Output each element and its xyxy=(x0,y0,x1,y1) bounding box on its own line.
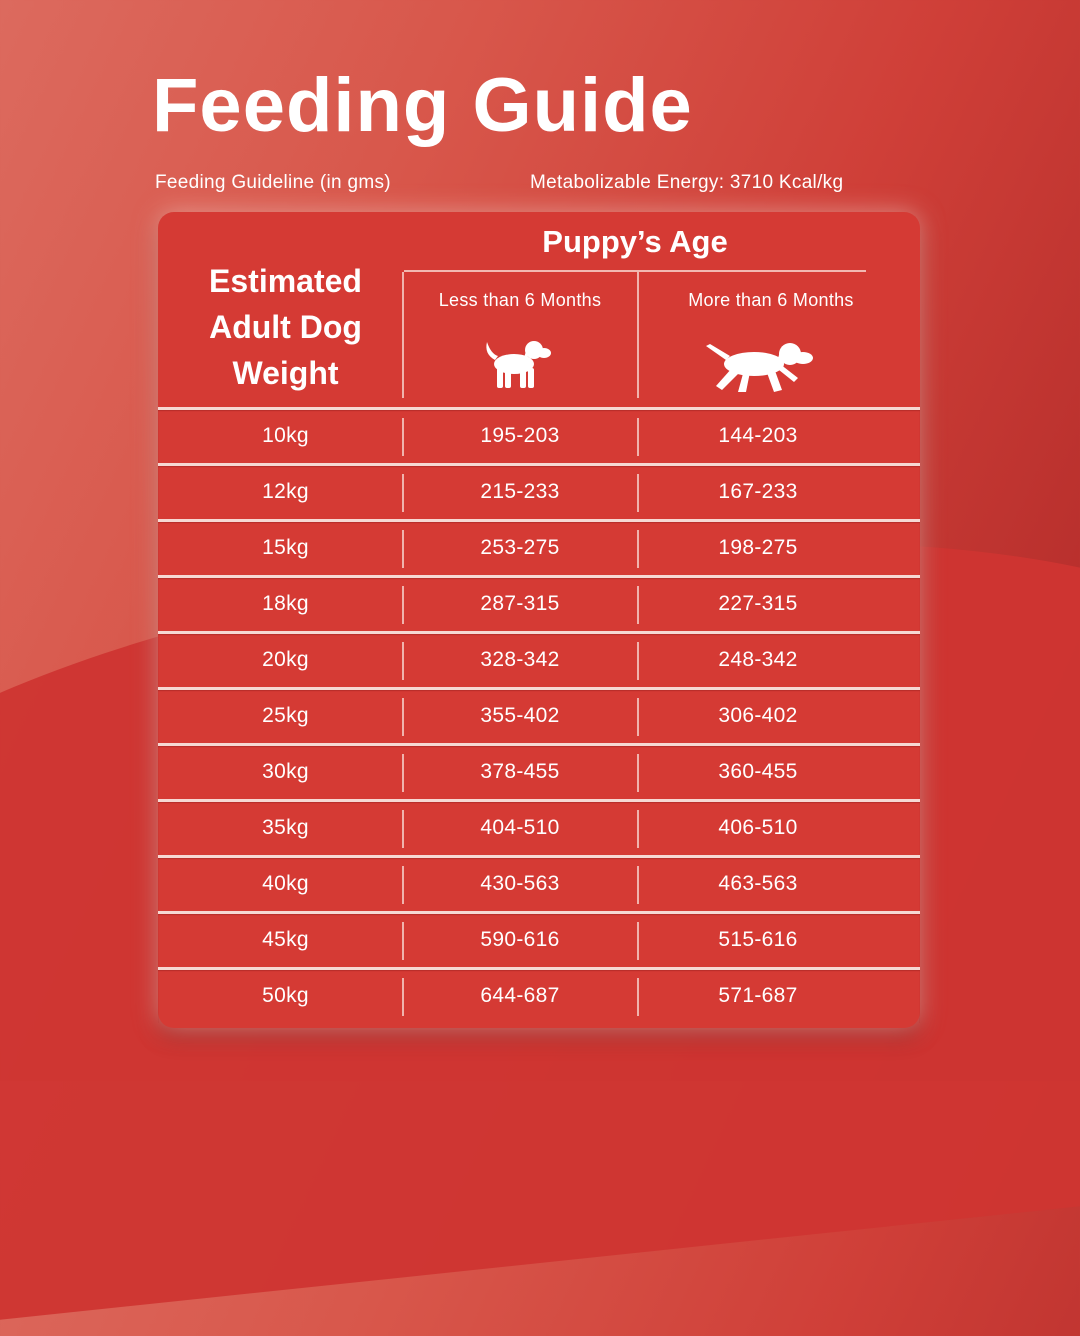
feeding-guideline-label: Feeding Guideline (in gms) xyxy=(155,172,391,193)
less-than-6-months-cell: 328-342 xyxy=(480,648,560,671)
weight-cell: 35kg xyxy=(262,816,309,839)
less-than-6-months-cell: 378-455 xyxy=(480,760,560,783)
column-divider xyxy=(402,586,404,624)
weight-cell: 10kg xyxy=(262,424,309,447)
more-than-6-months-cell: 463-563 xyxy=(718,872,798,895)
page-title: Feeding Guide xyxy=(152,63,693,148)
more-than-6-months-cell: 515-616 xyxy=(718,928,798,951)
more-than-6-months-cell: 144-203 xyxy=(718,424,798,447)
column-divider xyxy=(402,418,404,456)
less-than-6-months-cell: 253-275 xyxy=(480,536,560,559)
weight-column-header: Estimated Adult Dog Weight xyxy=(178,258,393,396)
table-row: 45kg 590-616 515-616 xyxy=(158,911,920,967)
column-divider xyxy=(637,810,639,848)
column-divider xyxy=(402,922,404,960)
table-body: 10kg 195-203 144-203 12kg 215-233 167-233 15kg… xyxy=(158,407,920,1023)
more-than-6-months-cell: 306-402 xyxy=(718,704,798,727)
column-divider xyxy=(402,978,404,1016)
less-than-6-months-cell: 404-510 xyxy=(480,816,560,839)
weight-cell: 18kg xyxy=(262,592,309,615)
column-divider xyxy=(637,866,639,904)
weight-cell: 20kg xyxy=(262,648,309,671)
column-divider xyxy=(637,754,639,792)
more-than-6-months-cell: 571-687 xyxy=(718,984,798,1007)
column-divider xyxy=(402,866,404,904)
less-than-6-months-cell: 644-687 xyxy=(480,984,560,1007)
column-divider xyxy=(402,272,404,398)
column-divider xyxy=(637,978,639,1016)
table-row: 18kg 287-315 227-315 xyxy=(158,575,920,631)
puppy-age-header: Puppy’s Age xyxy=(542,224,728,259)
weight-header-line: Adult Dog xyxy=(209,309,362,345)
less-than-6-months-cell: 355-402 xyxy=(480,704,560,727)
less-than-6-months-cell: 195-203 xyxy=(480,424,560,447)
less-than-6-months-header: Less than 6 Months xyxy=(438,290,602,310)
column-divider xyxy=(402,754,404,792)
more-than-6-months-cell: 248-342 xyxy=(718,648,798,671)
weight-cell: 30kg xyxy=(262,760,309,783)
weight-header-line: Estimated xyxy=(209,263,362,299)
column-divider xyxy=(637,418,639,456)
column-divider xyxy=(637,474,639,512)
weight-cell: 15kg xyxy=(262,536,309,559)
weight-cell: 25kg xyxy=(262,704,309,727)
column-divider xyxy=(637,922,639,960)
column-divider xyxy=(637,586,639,624)
table-row: 10kg 195-203 144-203 xyxy=(158,407,920,463)
more-than-6-months-cell: 360-455 xyxy=(718,760,798,783)
weight-cell: 12kg xyxy=(262,480,309,503)
more-than-6-months-cell: 406-510 xyxy=(718,816,798,839)
column-divider xyxy=(402,698,404,736)
table-row: 20kg 328-342 248-342 xyxy=(158,631,920,687)
more-than-6-months-cell: 198-275 xyxy=(718,536,798,559)
column-divider xyxy=(637,530,639,568)
table-row: 40kg 430-563 463-563 xyxy=(158,855,920,911)
column-divider xyxy=(637,272,639,398)
less-than-6-months-cell: 430-563 xyxy=(480,872,560,895)
weight-cell: 40kg xyxy=(262,872,309,895)
less-than-6-months-cell: 590-616 xyxy=(480,928,560,951)
header-divider xyxy=(404,270,866,272)
running-dog-icon xyxy=(706,343,813,392)
table-row: 15kg 253-275 198-275 xyxy=(158,519,920,575)
column-divider xyxy=(402,474,404,512)
table-row: 50kg 644-687 571-687 xyxy=(158,967,920,1023)
weight-header-line: Weight xyxy=(232,355,339,391)
column-divider xyxy=(637,698,639,736)
metabolizable-energy-label: Metabolizable Energy: 3710 Kcal/kg xyxy=(530,172,844,193)
feeding-table: Estimated Adult Dog Weight Puppy’s Age L… xyxy=(158,212,920,1028)
table-row: 35kg 404-510 406-510 xyxy=(158,799,920,855)
column-divider xyxy=(637,642,639,680)
table-row: 30kg 378-455 360-455 xyxy=(158,743,920,799)
column-divider xyxy=(402,810,404,848)
table-row: 12kg 215-233 167-233 xyxy=(158,463,920,519)
less-than-6-months-cell: 287-315 xyxy=(480,592,560,615)
more-than-6-months-header: More than 6 Months xyxy=(688,290,854,310)
column-divider xyxy=(402,642,404,680)
weight-cell: 45kg xyxy=(262,928,309,951)
more-than-6-months-cell: 167-233 xyxy=(718,480,798,503)
less-than-6-months-cell: 215-233 xyxy=(480,480,560,503)
more-than-6-months-cell: 227-315 xyxy=(718,592,798,615)
weight-cell: 50kg xyxy=(262,984,309,1007)
standing-puppy-icon xyxy=(486,341,551,388)
column-divider xyxy=(402,530,404,568)
table-row: 25kg 355-402 306-402 xyxy=(158,687,920,743)
